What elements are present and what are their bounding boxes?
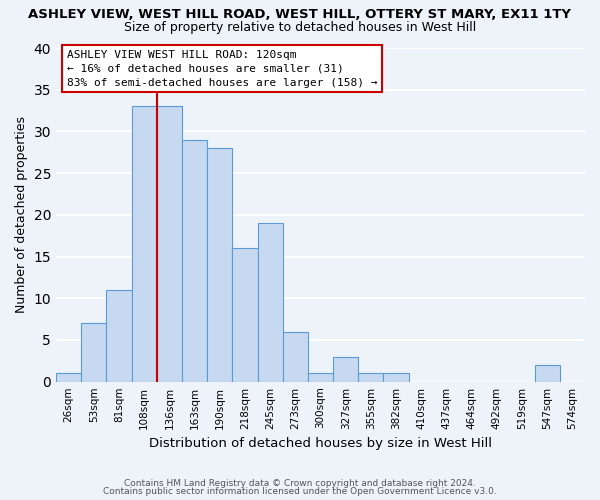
Bar (81, 324, 106, 382)
Bar (131, 106, 157, 382)
Bar (182, 140, 207, 382)
Bar (308, 374, 333, 382)
Text: Contains public sector information licensed under the Open Government Licence v3: Contains public sector information licen… (103, 487, 497, 496)
Bar (333, 356, 358, 382)
Y-axis label: Number of detached properties: Number of detached properties (15, 116, 28, 314)
Bar (157, 106, 182, 382)
Bar (257, 223, 283, 382)
X-axis label: Distribution of detached houses by size in West Hill: Distribution of detached houses by size … (149, 437, 492, 450)
Bar (106, 290, 131, 382)
Text: ASHLEY VIEW WEST HILL ROAD: 120sqm
← 16% of detached houses are smaller (31)
83%: ASHLEY VIEW WEST HILL ROAD: 120sqm ← 16%… (67, 50, 377, 88)
Text: ASHLEY VIEW, WEST HILL ROAD, WEST HILL, OTTERY ST MARY, EX11 1TY: ASHLEY VIEW, WEST HILL ROAD, WEST HILL, … (29, 8, 571, 20)
Bar (207, 148, 232, 382)
Bar (383, 374, 409, 382)
Bar (358, 374, 383, 382)
Bar (535, 365, 560, 382)
Text: Size of property relative to detached houses in West Hill: Size of property relative to detached ho… (124, 21, 476, 34)
Bar (56, 374, 81, 382)
Bar (232, 248, 257, 382)
Text: Contains HM Land Registry data © Crown copyright and database right 2024.: Contains HM Land Registry data © Crown c… (124, 478, 476, 488)
Bar (283, 332, 308, 382)
